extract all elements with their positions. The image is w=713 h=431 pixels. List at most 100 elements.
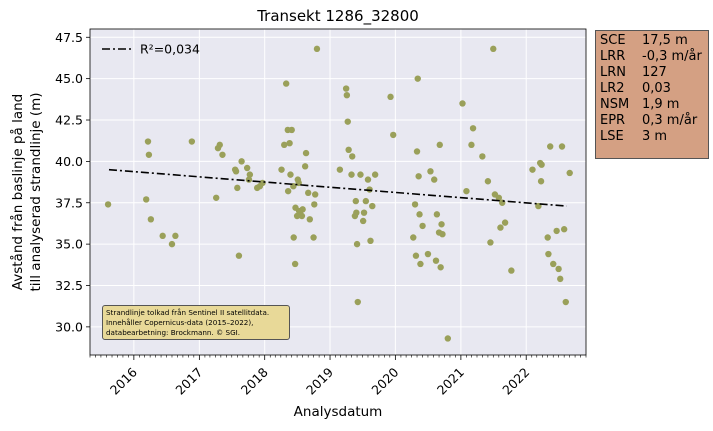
data-point bbox=[490, 45, 497, 53]
data-point bbox=[416, 211, 423, 218]
x-tick-label: 2019 bbox=[303, 364, 336, 397]
data-point bbox=[371, 171, 379, 178]
data-point bbox=[278, 166, 285, 173]
data-point bbox=[288, 126, 295, 134]
data-point bbox=[501, 219, 509, 226]
data-point bbox=[286, 139, 293, 147]
data-point bbox=[284, 187, 292, 195]
y-axis-label-line-1: Avstånd från baslinje på land bbox=[9, 94, 26, 290]
data-point bbox=[357, 171, 364, 178]
data-point bbox=[367, 237, 374, 245]
data-point bbox=[433, 211, 441, 218]
data-point bbox=[310, 234, 317, 241]
y-tick-label: 35.0 bbox=[55, 237, 83, 252]
data-point bbox=[282, 80, 290, 87]
data-point bbox=[304, 189, 312, 197]
data-point bbox=[246, 171, 254, 178]
data-point bbox=[560, 226, 568, 233]
y-tick-label: 32.5 bbox=[55, 278, 83, 293]
stat-value: 127 bbox=[642, 65, 667, 80]
data-point bbox=[411, 201, 419, 208]
stat-row-lrn: LRN 127 bbox=[600, 65, 704, 81]
statistics-box: SCE 17,5 m LRR -0,3 m/år LRN 127 LR2 0,0… bbox=[595, 30, 709, 159]
stat-row-epr: EPR 0,3 m/år bbox=[600, 113, 704, 129]
stat-key: LRN bbox=[600, 65, 626, 80]
data-point bbox=[212, 194, 220, 201]
data-point bbox=[424, 250, 432, 258]
data-point bbox=[342, 85, 350, 92]
data-point bbox=[168, 240, 176, 248]
data-point bbox=[235, 252, 243, 259]
data-point bbox=[298, 212, 306, 220]
data-point bbox=[438, 221, 445, 228]
data-point bbox=[291, 260, 299, 268]
data-point bbox=[537, 178, 545, 185]
data-point bbox=[216, 141, 223, 149]
data-point bbox=[359, 217, 367, 225]
data-point bbox=[436, 141, 443, 149]
plot-area bbox=[90, 29, 586, 355]
x-tick-label: 2020 bbox=[368, 364, 401, 397]
legend-label: R²=0,034 bbox=[140, 42, 200, 57]
data-point bbox=[415, 173, 422, 180]
data-point bbox=[487, 239, 494, 246]
credit-line: Strandlinje tolkad från Sentinel II sate… bbox=[106, 308, 270, 317]
y-tick-label: 37.5 bbox=[55, 195, 83, 210]
data-point bbox=[362, 197, 370, 205]
data-point bbox=[566, 169, 573, 177]
stat-key: LR2 bbox=[600, 81, 625, 96]
data-point bbox=[417, 260, 424, 268]
stat-row-lse: LSE 3 m bbox=[600, 129, 704, 145]
stat-value: 1,9 m bbox=[642, 97, 680, 112]
data-point bbox=[348, 171, 355, 178]
data-point bbox=[349, 153, 356, 160]
data-point bbox=[238, 158, 245, 165]
data-point bbox=[432, 257, 440, 264]
data-point bbox=[469, 125, 477, 132]
data-point bbox=[444, 335, 452, 342]
data-point bbox=[188, 138, 196, 145]
stat-value: 0,3 m/år bbox=[642, 113, 698, 128]
data-point bbox=[479, 153, 486, 160]
stat-value: 3 m bbox=[642, 129, 668, 144]
chart-title: Transekt 1286_32800 bbox=[256, 7, 419, 26]
data-point bbox=[410, 234, 417, 241]
x-tick-label: 2018 bbox=[238, 364, 271, 397]
data-point bbox=[459, 100, 466, 107]
data-point bbox=[538, 161, 545, 168]
data-point bbox=[311, 191, 319, 198]
data-point bbox=[427, 168, 434, 175]
data-point bbox=[508, 267, 515, 274]
x-tick-label: 2016 bbox=[107, 364, 140, 397]
y-tick-label: 40.0 bbox=[55, 154, 83, 169]
data-point bbox=[547, 143, 554, 150]
stat-key: LSE bbox=[600, 129, 624, 144]
data-point bbox=[343, 91, 351, 99]
data-point bbox=[497, 224, 504, 231]
data-point bbox=[419, 222, 426, 230]
data-point bbox=[353, 240, 361, 248]
y-tick-label: 42.5 bbox=[55, 113, 83, 128]
data-point bbox=[553, 227, 560, 235]
data-point bbox=[550, 260, 557, 268]
data-point bbox=[143, 196, 150, 203]
data-point bbox=[437, 264, 444, 271]
data-point bbox=[104, 201, 112, 208]
data-point bbox=[544, 234, 551, 241]
data-point bbox=[558, 143, 566, 150]
x-tick-label: 2021 bbox=[434, 365, 467, 398]
x-tick-label: 2017 bbox=[172, 365, 205, 398]
stat-value: 0,03 bbox=[642, 81, 671, 96]
data-point bbox=[412, 252, 420, 259]
data-point bbox=[439, 230, 446, 238]
data-point bbox=[413, 148, 421, 155]
data-point bbox=[234, 184, 241, 192]
data-point bbox=[290, 234, 297, 241]
data-point bbox=[219, 151, 226, 158]
data-point bbox=[545, 250, 552, 258]
data-point bbox=[345, 146, 352, 154]
y-tick-label: 47.5 bbox=[55, 30, 83, 45]
data-point bbox=[344, 118, 351, 125]
data-point bbox=[353, 209, 360, 216]
